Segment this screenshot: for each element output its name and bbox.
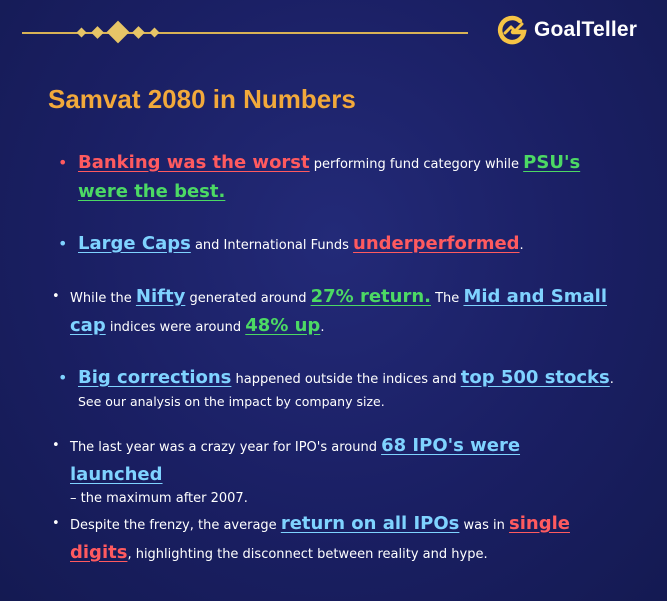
plain-text: indices were around: [105, 320, 246, 335]
bullet-dot: •: [52, 289, 60, 304]
goalteller-logo-icon: [497, 15, 527, 45]
bullet-ipo: • The last year was a crazy year for IPO…: [52, 432, 612, 508]
plain-text: , highlighting the disconnect between re…: [127, 547, 488, 562]
diamond-ornament-small: [149, 27, 160, 38]
bullet-dot: •: [58, 234, 68, 253]
highlight-single-digits: single digits: [70, 513, 570, 563]
highlight-nifty: Nifty: [135, 286, 186, 307]
highlight-48-up: 48% up: [245, 315, 321, 336]
bullet-text: Despite the frenzy, the average return o…: [70, 510, 612, 568]
diamond-ornament-small: [91, 26, 104, 39]
bullet-text: Large Caps and International Funds under…: [78, 230, 618, 259]
plain-text: – the maximum after 2007.: [70, 491, 248, 506]
brand-logo: GoalTeller: [496, 14, 637, 46]
plain-text: Despite the frenzy, the average: [70, 518, 281, 533]
bullet-nifty: • While the Nifty generated around 27% r…: [52, 283, 612, 341]
bullet-text: Big corrections happened outside the ind…: [78, 364, 618, 411]
plain-text: generated around: [185, 291, 311, 306]
bullet-text: Banking was the worst performing fund ca…: [78, 149, 618, 207]
bullet-big-corrections: • Big corrections happened outside the i…: [58, 364, 618, 411]
highlight-68-ipos: 68 IPO's were launched: [70, 435, 521, 485]
highlight-top-500: top 500 stocks: [460, 367, 610, 388]
bullet-text: While the Nifty generated around 27% ret…: [70, 283, 612, 341]
plain-text: The last year was a crazy year for IPO's…: [70, 440, 382, 455]
plain-text: performing fund category while: [309, 157, 524, 172]
plain-text: .: [609, 372, 614, 387]
highlight-underperformed: underperformed: [353, 233, 520, 254]
brand-name: GoalTeller: [534, 18, 638, 41]
highlight-banking: Banking was the worst: [78, 152, 310, 173]
bullet-dot: •: [52, 516, 60, 531]
bullet-text: The last year was a crazy year for IPO's…: [70, 432, 612, 508]
highlight-large-caps: Large Caps: [78, 233, 191, 254]
diamond-ornament-small: [132, 26, 145, 39]
plain-text: happened outside the indices and: [231, 372, 461, 387]
bullet-banking: • Banking was the worst performing fund …: [58, 149, 618, 207]
highlight-mid-small-cap: Mid and Small cap: [70, 286, 607, 336]
plain-text: While the: [70, 291, 136, 306]
decorative-rule: [22, 32, 468, 34]
bullet-ipo-returns: • Despite the frenzy, the average return…: [52, 510, 612, 568]
page-title: Samvat 2080 in Numbers: [48, 84, 356, 114]
bullet-large-caps: • Large Caps and International Funds und…: [58, 230, 618, 259]
plain-text: The: [430, 291, 464, 306]
diamond-ornament-large: [106, 20, 130, 44]
highlight-27-return: 27% return.: [310, 286, 431, 307]
highlight-return-ipos: return on all IPOs: [280, 513, 460, 534]
diamond-ornament-small: [76, 27, 87, 38]
header: GoalTeller: [0, 0, 667, 70]
plain-text: was in: [459, 518, 510, 533]
plain-text: .: [519, 238, 524, 253]
plain-text: and International Funds: [190, 238, 354, 253]
highlight-big-corrections: Big corrections: [78, 367, 232, 388]
bullet-dot: •: [58, 153, 68, 172]
analysis-note: See our analysis on the impact by compan…: [78, 394, 385, 409]
highlight-psu: PSU's were the best.: [78, 152, 581, 202]
bullet-dot: •: [52, 438, 60, 453]
bullet-dot: •: [58, 368, 68, 387]
plain-text: .: [320, 320, 325, 335]
